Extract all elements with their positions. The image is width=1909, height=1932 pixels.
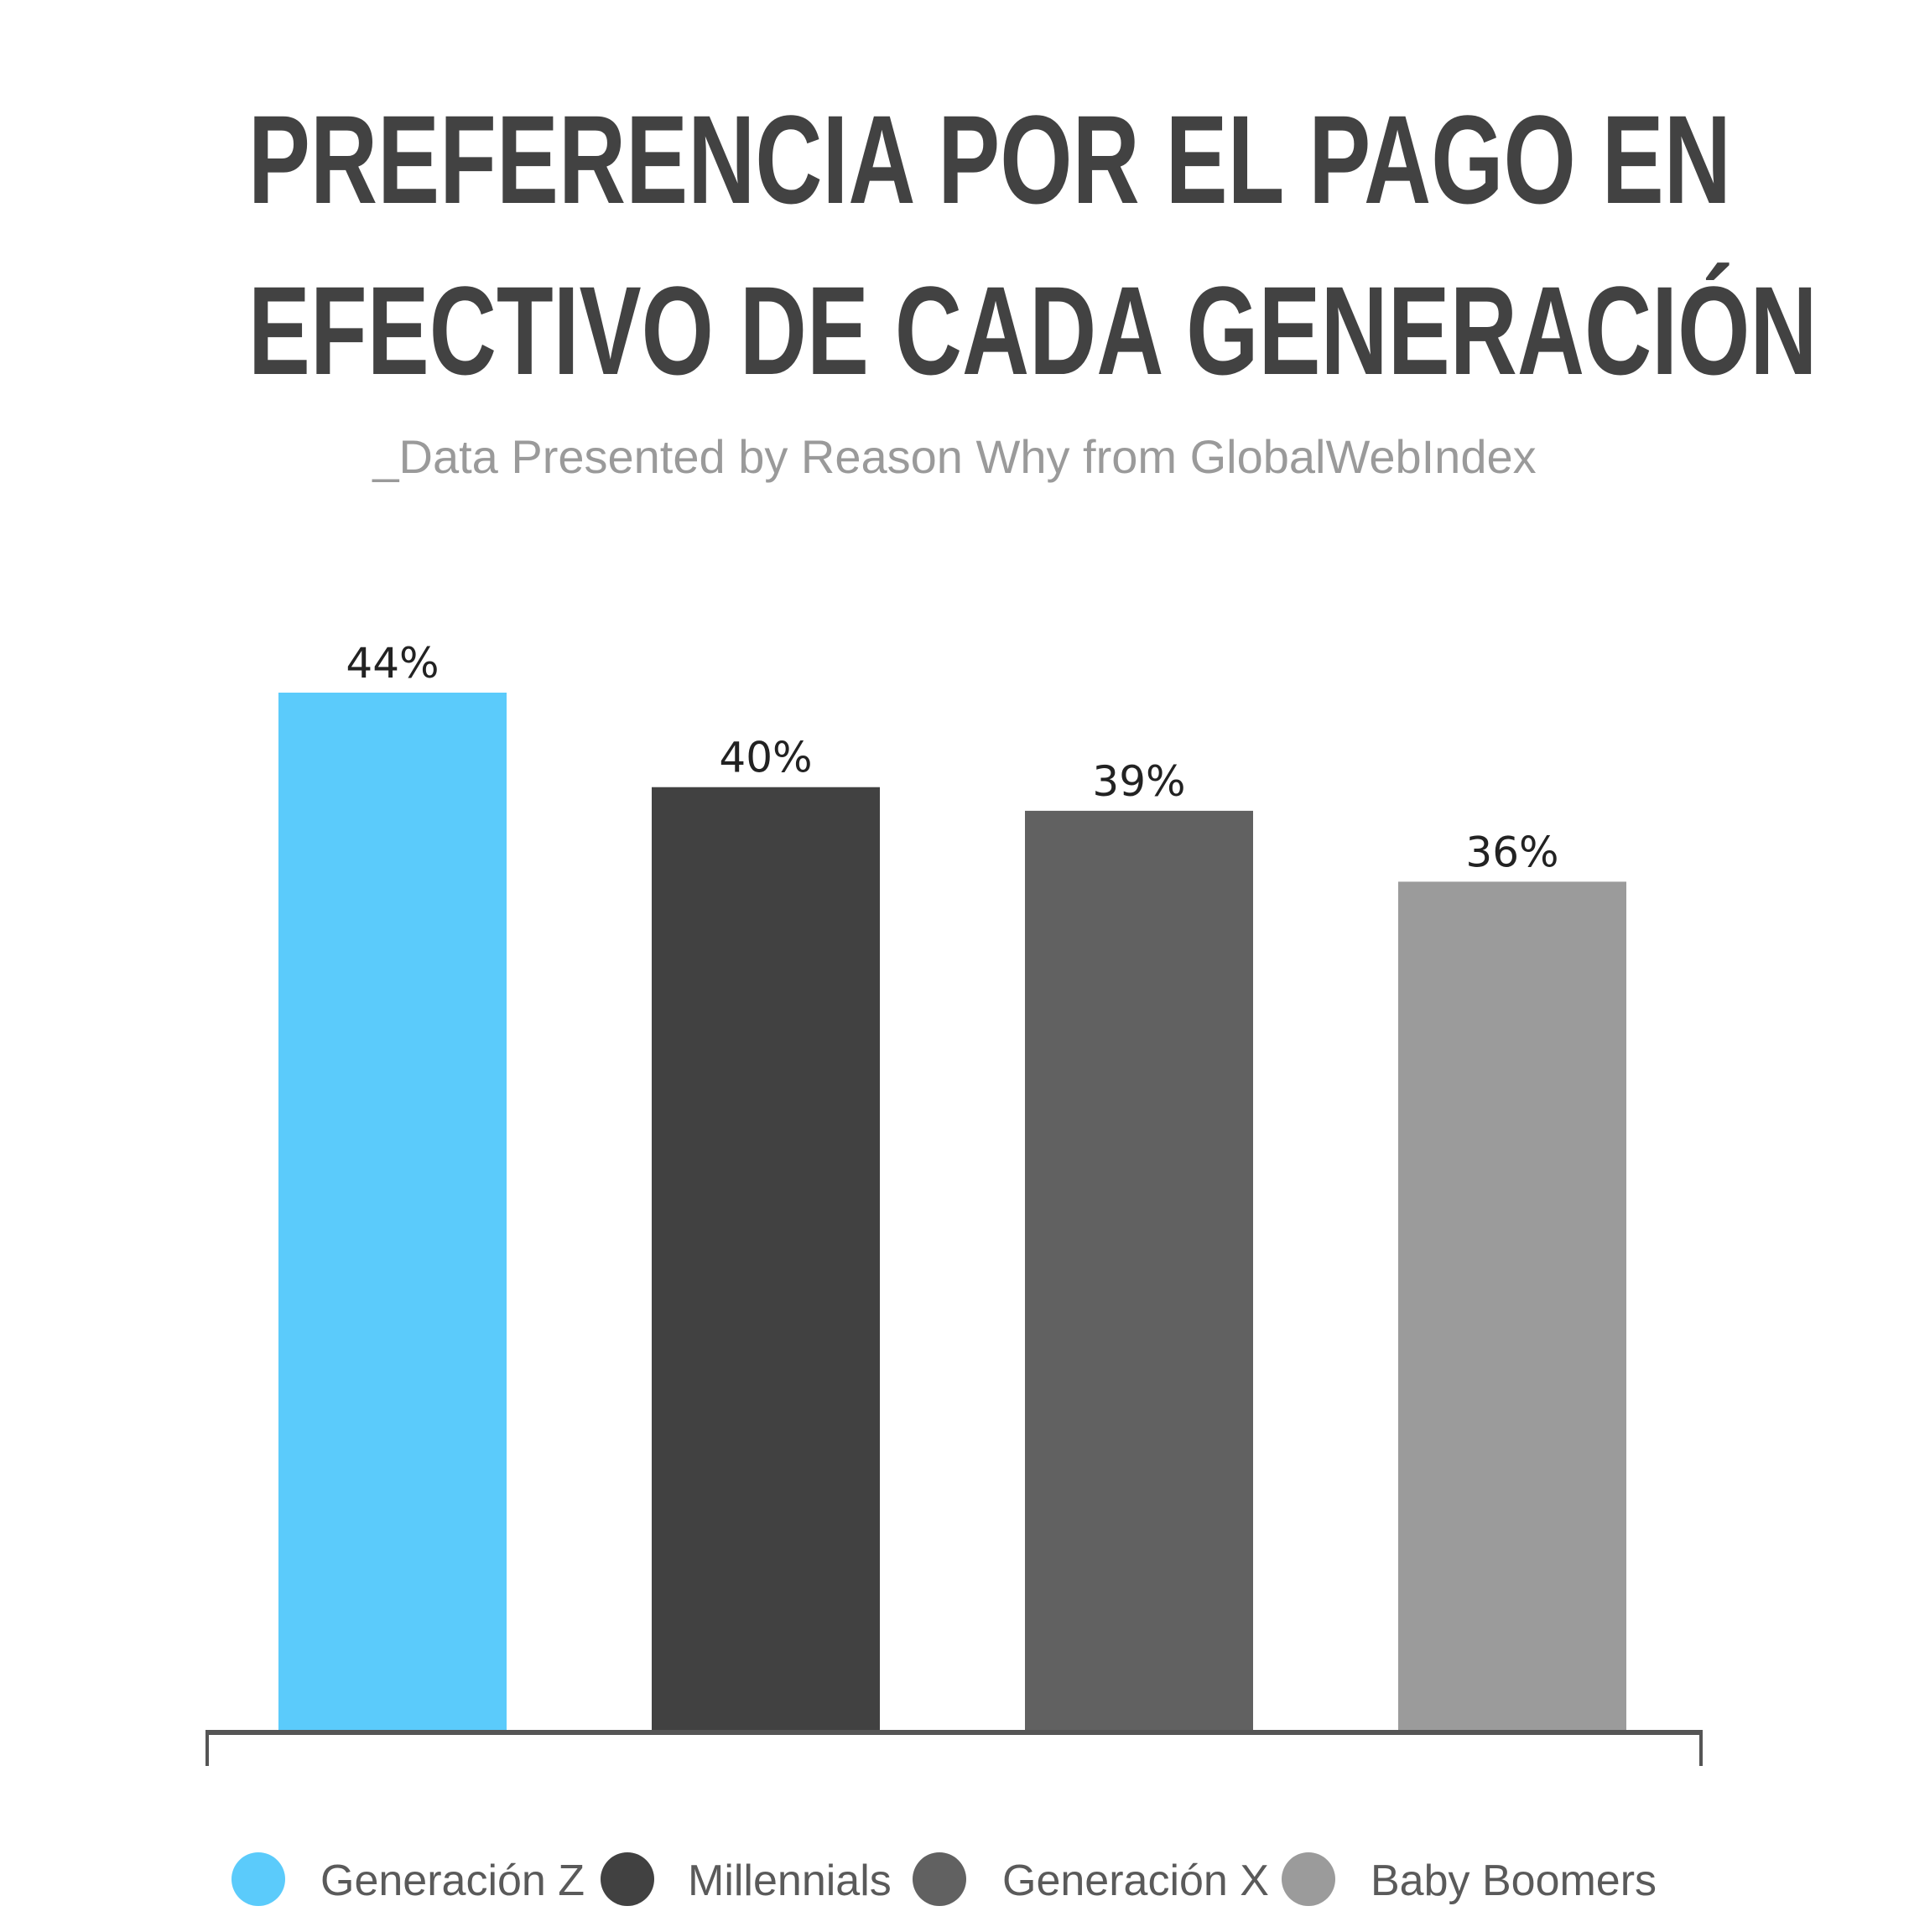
bar-2	[1025, 810, 1253, 1732]
legend-marker-0	[231, 1852, 285, 1906]
data-label-0: 44%	[346, 639, 439, 688]
chart-title: PREFERENCIA POR EL PAGO EN EFECTIVO DE C…	[247, 74, 1818, 416]
legend-label-0: Generación Z	[320, 1857, 585, 1905]
data-label-2: 39%	[1092, 757, 1185, 806]
bars-group	[278, 693, 1626, 1732]
data-label-1: 40%	[719, 734, 812, 782]
data-label-3: 36%	[1465, 828, 1558, 876]
chart-title-line-1: PREFERENCIA POR EL PAGO EN	[247, 89, 1731, 230]
chart-title-line-2: EFECTIVO DE CADA GENERACIÓN	[247, 260, 1818, 401]
data-labels-group: 44% 40% 39% 36%	[346, 639, 1558, 876]
bar-0	[278, 693, 507, 1732]
legend-marker-2	[913, 1852, 966, 1906]
legend-marker-1	[601, 1852, 654, 1906]
legend-label-2: Generación X	[1002, 1857, 1269, 1905]
legend-label-3: Baby Boomers	[1371, 1857, 1657, 1905]
legend: Generación Z Millennials Generación X Baby …	[231, 1852, 1657, 1906]
legend-label-1: Millennials	[688, 1857, 892, 1905]
bar-3	[1398, 881, 1626, 1732]
x-axis	[205, 1730, 1703, 1766]
chart-subtitle: _Data Presented by Reason Why from Globa…	[372, 430, 1537, 483]
bar-1	[652, 787, 880, 1732]
legend-marker-3	[1282, 1852, 1335, 1906]
